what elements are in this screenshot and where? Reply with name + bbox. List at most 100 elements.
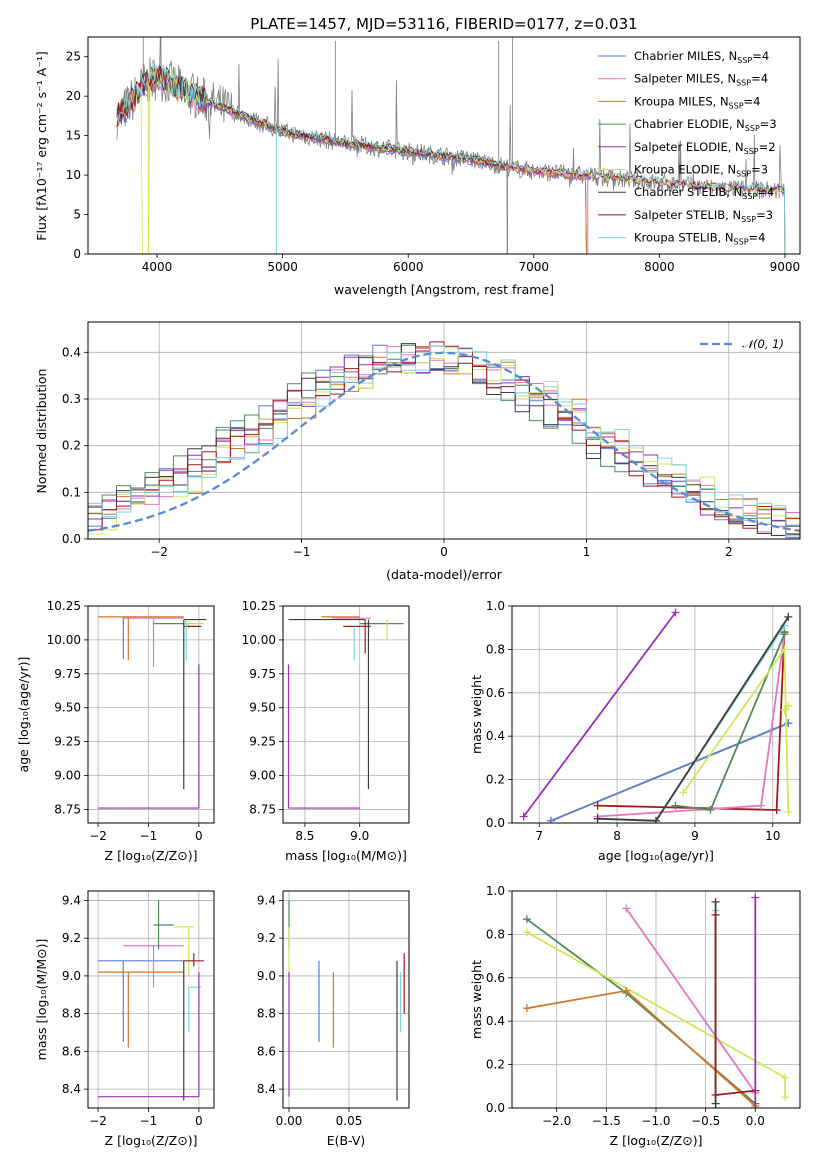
- weight-point: [671, 608, 680, 617]
- legend-value: =2: [759, 140, 776, 154]
- legend-sub: SSP: [742, 192, 757, 201]
- x-tick-label: 1: [583, 545, 591, 559]
- y-tick-label: 0.4: [486, 1014, 505, 1028]
- legend-name: Chabrier ELODIE, N: [634, 117, 745, 131]
- y-tick-label: 0.0: [486, 816, 505, 830]
- y-tick-label: 9.75: [249, 667, 276, 681]
- y-tick-label: 8.6: [62, 1044, 81, 1058]
- legend-label: Salpeter ELODIE, NSSP=2: [634, 140, 776, 156]
- y-tick-label: 0.2: [62, 439, 81, 453]
- y-tick-label: 9.50: [54, 701, 81, 715]
- y-tick-label: 15: [66, 129, 81, 143]
- legend-value: =4: [749, 231, 766, 245]
- legend-sub: SSP: [745, 124, 760, 133]
- weight-point: [781, 1073, 790, 1082]
- y-tick-label: 9.2: [257, 931, 276, 945]
- spectrum-axes: 4000 5000 6000 7000 8000 9000 0 5 10 15 20 25 Flux […: [34, 36, 801, 274]
- spectrum-xlabel: wavelength [Angstrom, rest frame]: [334, 282, 554, 297]
- histogram-step: [88, 345, 800, 538]
- y-tick-label: 8.75: [249, 802, 276, 816]
- weight-point: [706, 805, 715, 814]
- legend-value: =4: [744, 94, 761, 108]
- spectrum-ylabel: Flux [fλ10⁻¹⁷ erg cm⁻² s⁻¹ A⁻¹]: [34, 51, 49, 240]
- normal-curve: [88, 351, 800, 532]
- legend-value: =3: [751, 163, 768, 177]
- y-tick-label: 8.6: [257, 1044, 276, 1058]
- x-tick-label: 0: [440, 545, 448, 559]
- x-tick-label: 10: [765, 829, 780, 843]
- weight-age-axes: 7 8 9 10 0.0 0.2 0.4 0.6 0.8 1.0 age [log₁₀(age/yr…: [469, 599, 801, 863]
- x-tick-label: 5000: [267, 260, 298, 274]
- legend-name: Chabrier MILES, N: [634, 49, 737, 63]
- weight-line: [597, 625, 786, 822]
- legend-sub: SSP: [744, 147, 759, 156]
- legend-label: Kroupa MILES, NSSP=4: [634, 94, 760, 110]
- y-tick-label: 0.6: [486, 971, 505, 985]
- x-tick-label: 0.0: [746, 1114, 765, 1128]
- x-tick-label: −2: [150, 545, 168, 559]
- model-line: [116, 65, 786, 254]
- legend-name: Chabrier STELIB, N: [634, 185, 742, 199]
- x-tick-label: 8: [613, 829, 621, 843]
- residuals-ylabel: Normed distribution: [34, 369, 49, 494]
- y-tick-label: 0: [73, 247, 81, 261]
- model-line: [116, 65, 508, 254]
- weight-age-xlabel: age [log₁₀(age/yr)]: [598, 848, 714, 863]
- normal-legend-label: 𝒩(0, 1): [742, 337, 784, 351]
- y-tick-label: 0.2: [486, 773, 505, 787]
- y-tick-label: 8.4: [62, 1082, 81, 1096]
- y-tick-label: 0.4: [62, 345, 81, 359]
- legend-sub: SSP: [736, 170, 751, 179]
- x-tick-label: 4000: [142, 260, 173, 274]
- legend-sub: SSP: [741, 215, 756, 224]
- legend-value: =4: [751, 72, 768, 86]
- y-tick-label: 9.25: [54, 735, 81, 749]
- x-tick-label: −0.5: [691, 1114, 720, 1128]
- weight-point: [711, 910, 720, 919]
- weight-point: [522, 928, 531, 937]
- axes-frame: [282, 605, 410, 824]
- plot-area: [98, 900, 204, 1101]
- x-tick-label: −2: [89, 1114, 107, 1128]
- weight-point: [711, 897, 720, 906]
- plot-area: [522, 893, 790, 1108]
- y-tick-label: 10.00: [47, 633, 81, 647]
- plot-area: [519, 608, 793, 823]
- y-tick-label: 9.50: [249, 701, 276, 715]
- age-z-ylabel: age [log₁₀(age/yr)]: [16, 657, 31, 773]
- mass-z-axes: −2 −1 0 8.4 8.6 8.8 9.0 9.2 9.4 Z [log₁₀(Z/Z⊙)] ma…: [34, 890, 215, 1148]
- histogram-step: [88, 341, 800, 536]
- x-tick-label: 6000: [393, 260, 424, 274]
- legend-name: Salpeter MILES, N: [634, 72, 736, 86]
- weight-point: [751, 893, 760, 902]
- y-tick-label: 20: [66, 89, 81, 103]
- y-tick-label: 0.0: [486, 1101, 505, 1115]
- weight-point: [593, 814, 602, 823]
- weight-point: [671, 801, 680, 810]
- x-tick-label: 8000: [644, 260, 675, 274]
- legend-sub: SSP: [729, 101, 744, 110]
- legend-label: Chabrier MILES, NSSP=4: [634, 49, 769, 65]
- weight-line: [597, 631, 786, 811]
- axes-frame: [282, 890, 410, 1109]
- weight-point: [522, 915, 531, 924]
- legend-sub: SSP: [736, 79, 751, 88]
- legend-label: Chabrier ELODIE, NSSP=3: [634, 117, 777, 133]
- weight-line: [714, 914, 756, 1097]
- y-tick-label: 1.0: [486, 884, 505, 898]
- mass-ebv-axes: 0.00 0.05 8.4 8.6 8.8 9.0 9.2 9.4 E(B-V): [257, 890, 410, 1148]
- y-tick-label: 5: [73, 208, 81, 222]
- weight-point: [784, 612, 793, 621]
- legend-sub: SSP: [737, 56, 752, 65]
- y-tick-label: 9.00: [249, 769, 276, 783]
- x-tick-label: −1: [293, 545, 311, 559]
- weight-point: [772, 805, 781, 814]
- x-tick-label: 8.5: [295, 829, 314, 843]
- x-tick-label: −1.5: [592, 1114, 621, 1128]
- y-tick-label: 0.8: [486, 642, 505, 656]
- x-tick-label: 0.05: [336, 1114, 363, 1128]
- y-tick-label: 10.25: [242, 599, 276, 613]
- x-tick-label: 0.00: [276, 1114, 303, 1128]
- weight-line: [675, 633, 786, 811]
- age-mass-xlabel: mass [log₁₀(M/M⊙)]: [285, 848, 407, 863]
